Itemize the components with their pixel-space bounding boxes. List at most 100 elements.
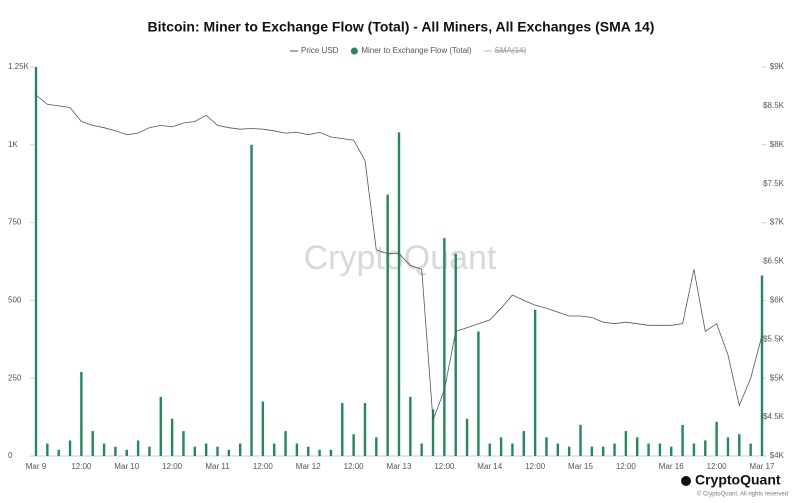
x-tick-label: 12:00 [434, 462, 455, 471]
bar [91, 431, 94, 456]
price-line [35, 94, 763, 421]
y2-tick-label: $8.5K [763, 101, 785, 110]
x-tick-label: 12:00 [707, 462, 728, 471]
x-tick-label: Mar 13 [387, 462, 412, 471]
bar [511, 443, 514, 456]
watermark: CryptoQuant [304, 239, 497, 277]
bar [318, 449, 321, 456]
bar [681, 424, 684, 456]
bar [386, 194, 389, 457]
x-tick-label: 12:00 [525, 462, 546, 471]
legend-label-hidden: SMA(14) [495, 46, 527, 55]
bar [420, 443, 423, 456]
x-tick-label: Mar 17 [750, 462, 775, 471]
bar [749, 443, 752, 456]
bar [726, 437, 730, 456]
bar [216, 446, 219, 456]
bar [647, 443, 650, 456]
x-tick-label: 12:00 [344, 462, 365, 471]
y2-tick-label: $7K [770, 218, 785, 227]
footer-logo: CryptoQuant [695, 472, 781, 488]
bar [204, 443, 208, 456]
bar [454, 253, 457, 456]
x-tick-label: Mar 16 [659, 462, 684, 471]
x-tick-label: 12:00 [253, 462, 274, 471]
bar [477, 331, 480, 456]
legend-label: Price USD [301, 46, 339, 55]
x-tick-label: 12:00 [71, 462, 92, 471]
x-tick-label: Mar 15 [568, 462, 593, 471]
bar [80, 371, 83, 456]
bar [329, 449, 333, 456]
y2-tick-label: $8K [770, 140, 785, 149]
bar [522, 431, 525, 456]
bar [307, 446, 310, 456]
bar [636, 437, 639, 456]
bar [34, 67, 38, 456]
bar [273, 443, 276, 456]
y2-tick-label: $9K [770, 62, 785, 71]
bar [409, 396, 412, 456]
bar [114, 446, 117, 456]
bar [182, 431, 185, 456]
bar [46, 443, 49, 456]
y2-tick-label: $4K [770, 451, 785, 460]
bar [148, 446, 151, 456]
x-tick-label: Mar 12 [296, 462, 321, 471]
bar [250, 144, 253, 457]
bar [579, 424, 582, 456]
bar [431, 409, 435, 456]
y2-tick-label: $5.5K [763, 334, 785, 343]
bar [136, 440, 140, 456]
bar [658, 443, 662, 456]
bar [125, 449, 128, 456]
bar [261, 401, 265, 456]
bar [613, 443, 616, 456]
x-tick-label: Mar 9 [26, 462, 47, 471]
bar [499, 437, 503, 456]
bar [227, 449, 231, 456]
y-tick-label: 250 [8, 373, 22, 382]
x-tick-label: 12:00 [616, 462, 637, 471]
bar [341, 403, 344, 456]
bar [533, 309, 537, 456]
copyright: © CryptoQuant. All rights reserved [697, 491, 788, 498]
bar [352, 434, 355, 456]
y2-tick-label: $4.5K [763, 412, 785, 421]
y-tick-label: 500 [8, 296, 22, 305]
legend-swatch [350, 47, 358, 55]
bar [715, 421, 718, 456]
bar [692, 443, 696, 456]
y2-tick-label: $5K [770, 373, 785, 382]
bar [68, 440, 72, 456]
bar [545, 437, 548, 456]
legend-label: Miner to Exchange Flow (Total) [361, 46, 472, 55]
bar [193, 446, 197, 456]
y2-tick-label: $6K [770, 296, 785, 305]
x-tick-label: 12:00 [162, 462, 183, 471]
bar [624, 431, 628, 456]
bar [760, 275, 764, 456]
bar [363, 403, 367, 456]
x-tick-label: Mar 10 [114, 462, 139, 471]
y-tick-label: 750 [8, 218, 22, 227]
bar [465, 418, 469, 456]
bar [238, 443, 242, 456]
bar [443, 238, 446, 456]
bar [738, 434, 741, 456]
y-tick-label: 1K [8, 140, 18, 149]
bar [295, 443, 299, 456]
bar [57, 449, 60, 456]
bar [488, 443, 491, 456]
bar [556, 443, 560, 456]
bar [704, 440, 707, 456]
bar [670, 446, 673, 456]
bar [601, 446, 605, 456]
y2-tick-label: $7.5K [763, 179, 785, 188]
bar [567, 446, 571, 456]
bar [170, 418, 174, 456]
bar [102, 443, 106, 456]
y2-tick-label: $6.5K [763, 257, 785, 266]
bar [590, 446, 594, 456]
y-tick-label: 1.25K [8, 62, 30, 71]
